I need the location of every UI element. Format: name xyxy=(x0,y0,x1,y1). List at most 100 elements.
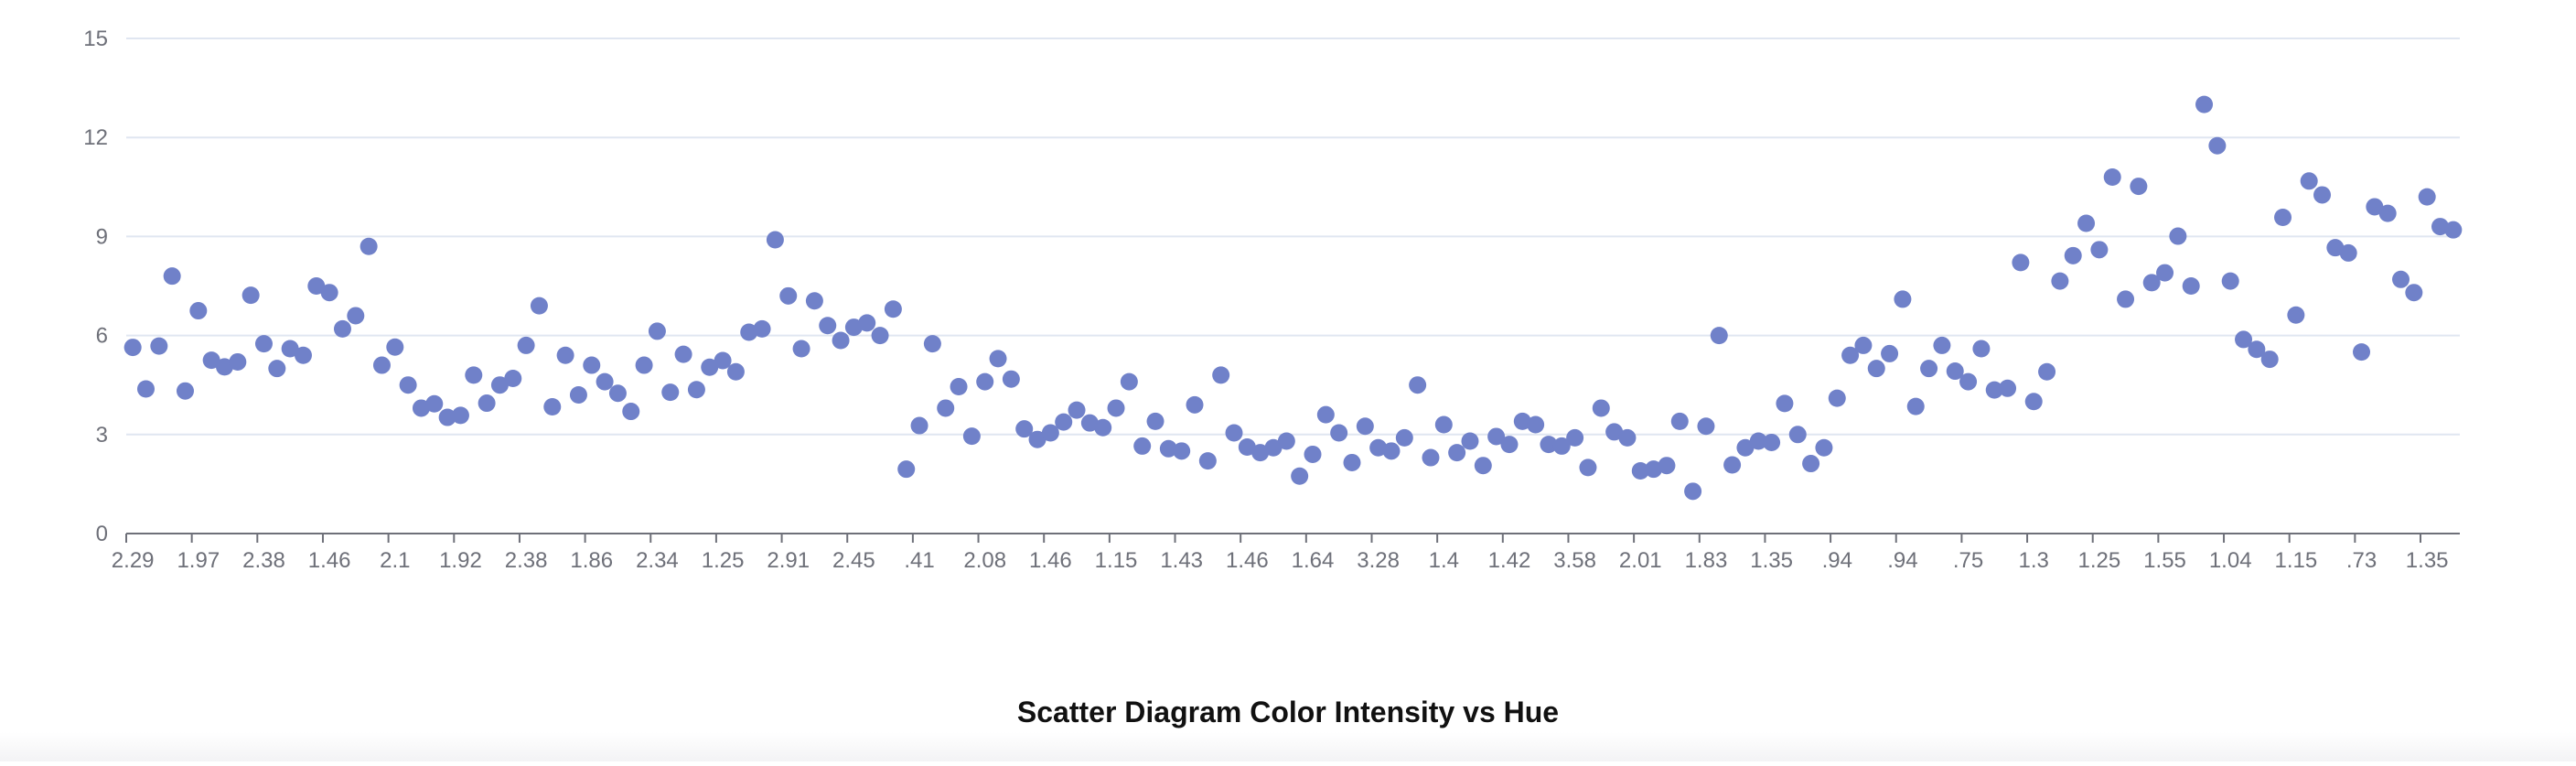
scatter-point[interactable] xyxy=(1474,457,1492,475)
scatter-point[interactable] xyxy=(229,352,247,371)
scatter-point[interactable] xyxy=(648,322,666,340)
scatter-point[interactable] xyxy=(2103,167,2121,186)
scatter-point[interactable] xyxy=(1946,362,1964,381)
scatter-point[interactable] xyxy=(2221,272,2239,290)
scatter-point[interactable] xyxy=(307,277,326,295)
scatter-point[interactable] xyxy=(910,416,928,435)
scatter-point[interactable] xyxy=(1173,442,1191,460)
scatter-point[interactable] xyxy=(1513,412,1531,430)
scatter-point[interactable] xyxy=(1212,366,1230,384)
scatter-point[interactable] xyxy=(1028,430,1046,448)
scatter-point[interactable] xyxy=(2208,136,2227,155)
scatter-point[interactable] xyxy=(2260,351,2279,369)
scatter-point[interactable] xyxy=(1592,399,1610,417)
scatter-point[interactable] xyxy=(438,408,456,426)
scatter-point[interactable] xyxy=(1670,412,1689,430)
scatter-point[interactable] xyxy=(1854,336,1873,354)
scatter-point[interactable] xyxy=(884,300,902,318)
scatter-point[interactable] xyxy=(2142,274,2161,292)
scatter-point[interactable] xyxy=(1434,415,1453,434)
scatter-point[interactable] xyxy=(1788,426,1807,444)
scatter-point[interactable] xyxy=(1316,405,1335,424)
scatter-point[interactable] xyxy=(1920,360,1938,378)
scatter-point[interactable] xyxy=(1409,376,1427,394)
scatter-point[interactable] xyxy=(635,356,653,374)
scatter-point[interactable] xyxy=(1198,452,1217,470)
scatter-point[interactable] xyxy=(372,356,391,374)
scatter-point[interactable] xyxy=(1448,444,1466,462)
scatter-point[interactable] xyxy=(150,337,168,355)
scatter-point[interactable] xyxy=(897,460,916,479)
scatter-point[interactable] xyxy=(1225,424,1243,442)
scatter-point[interactable] xyxy=(242,286,260,305)
scatter-point[interactable] xyxy=(2378,204,2397,222)
scatter-point[interactable] xyxy=(753,319,771,338)
scatter-point[interactable] xyxy=(556,346,574,364)
scatter-point[interactable] xyxy=(1330,424,1348,442)
scatter-point[interactable] xyxy=(1107,399,1125,417)
scatter-point[interactable] xyxy=(1540,436,1558,454)
scatter-point[interactable] xyxy=(1815,438,1833,457)
scatter-point[interactable] xyxy=(726,362,745,381)
scatter-point[interactable] xyxy=(1094,418,1112,437)
scatter-point[interactable] xyxy=(1369,438,1388,457)
scatter-point[interactable] xyxy=(2248,340,2266,359)
scatter-point[interactable] xyxy=(950,378,968,396)
scatter-point[interactable] xyxy=(989,350,1007,368)
scatter-point[interactable] xyxy=(1736,438,1755,457)
scatter-point[interactable] xyxy=(1618,428,1637,447)
scatter-point[interactable] xyxy=(320,284,338,302)
scatter-point[interactable] xyxy=(1566,428,1584,447)
scatter-point[interactable] xyxy=(2012,254,2030,272)
scatter-point[interactable] xyxy=(2339,243,2357,262)
scatter-point[interactable] xyxy=(465,366,483,384)
scatter-point[interactable] xyxy=(1749,432,1767,450)
scatter-point[interactable] xyxy=(2392,270,2410,288)
scatter-point[interactable] xyxy=(490,376,509,394)
scatter-point[interactable] xyxy=(844,318,863,337)
scatter-point[interactable] xyxy=(425,394,444,413)
scatter-point[interactable] xyxy=(2169,227,2187,245)
scatter-point[interactable] xyxy=(2051,272,2069,290)
scatter-point[interactable] xyxy=(1159,439,1177,458)
scatter-point[interactable] xyxy=(136,380,155,398)
scatter-point[interactable] xyxy=(740,323,758,341)
scatter-point[interactable] xyxy=(701,358,719,376)
scatter-point[interactable] xyxy=(2182,277,2200,295)
scatter-point[interactable] xyxy=(2090,241,2109,259)
scatter-point[interactable] xyxy=(2366,198,2384,216)
scatter-point[interactable] xyxy=(1238,438,1256,457)
scatter-point[interactable] xyxy=(2077,214,2096,232)
scatter-point[interactable] xyxy=(1906,397,1925,415)
scatter-point[interactable] xyxy=(622,403,640,421)
scatter-point[interactable] xyxy=(2024,393,2043,411)
scatter-point[interactable] xyxy=(1068,401,1086,419)
scatter-point[interactable] xyxy=(202,351,220,370)
scatter-point[interactable] xyxy=(2274,208,2292,226)
scatter-point[interactable] xyxy=(2300,172,2318,190)
scatter-point[interactable] xyxy=(1080,414,1099,432)
scatter-point[interactable] xyxy=(2405,284,2423,302)
scatter-point[interactable] xyxy=(543,398,562,416)
scatter-point[interactable] xyxy=(478,394,496,413)
scatter-point[interactable] xyxy=(1146,412,1165,430)
scatter-point[interactable] xyxy=(215,358,233,376)
scatter-point[interactable] xyxy=(2195,95,2214,113)
scatter-point[interactable] xyxy=(832,331,850,350)
scatter-point[interactable] xyxy=(792,340,810,358)
scatter-point[interactable] xyxy=(333,319,351,338)
scatter-point[interactable] xyxy=(2431,218,2450,236)
scatter-point[interactable] xyxy=(766,231,784,249)
scatter-point[interactable] xyxy=(1133,437,1152,455)
scatter-point[interactable] xyxy=(1697,417,1715,436)
scatter-point[interactable] xyxy=(1841,346,1860,364)
scatter-point[interactable] xyxy=(1763,433,1781,451)
scatter-point[interactable] xyxy=(2326,239,2345,257)
scatter-point[interactable] xyxy=(937,399,955,417)
scatter-point[interactable] xyxy=(360,237,378,255)
scatter-point[interactable] xyxy=(1552,437,1571,455)
scatter-point[interactable] xyxy=(596,372,614,391)
scatter-point[interactable] xyxy=(2130,178,2148,196)
scatter-point[interactable] xyxy=(1002,370,1020,388)
scatter-point[interactable] xyxy=(451,406,469,425)
